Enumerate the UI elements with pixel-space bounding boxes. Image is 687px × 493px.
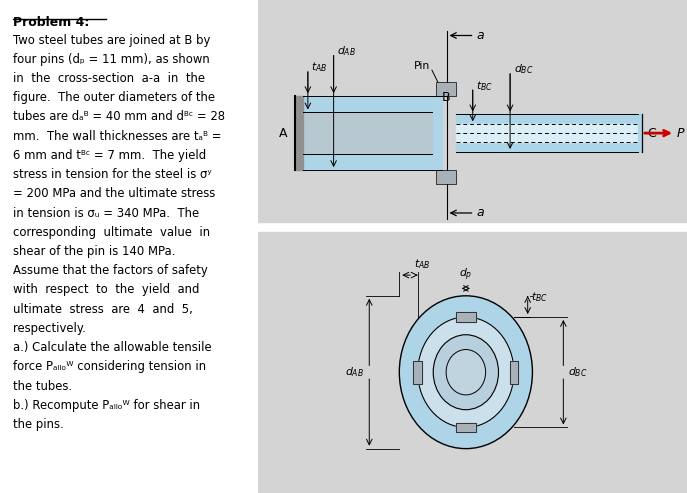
Circle shape: [446, 350, 486, 395]
Bar: [414, 361, 422, 384]
Text: $d_{AB}$: $d_{AB}$: [337, 44, 356, 58]
Text: A: A: [279, 127, 288, 140]
Bar: [456, 312, 475, 322]
Circle shape: [433, 335, 499, 410]
Text: shear of the pin is 140 MPa.: shear of the pin is 140 MPa.: [13, 245, 176, 258]
Text: $t_{BC}$: $t_{BC}$: [531, 290, 548, 304]
Text: $t_{AB}$: $t_{AB}$: [414, 257, 430, 271]
Circle shape: [399, 296, 532, 449]
Text: Two steel tubes are joined at B by: Two steel tubes are joined at B by: [13, 34, 211, 46]
Text: the pins.: the pins.: [13, 418, 64, 431]
Bar: [414, 361, 422, 384]
Text: Problem 4:: Problem 4:: [13, 16, 89, 29]
Text: in tension is σᵤ = 340 MPa.  The: in tension is σᵤ = 340 MPa. The: [13, 207, 199, 219]
Bar: [456, 423, 475, 432]
Bar: [258, 232, 687, 493]
Text: 6 mm and tᴮᶜ = 7 mm.  The yield: 6 mm and tᴮᶜ = 7 mm. The yield: [13, 149, 206, 162]
Bar: [638, 114, 642, 152]
Bar: [510, 361, 518, 384]
Text: $d_{AB}$: $d_{AB}$: [346, 365, 364, 379]
Bar: [436, 82, 456, 96]
Bar: [456, 312, 475, 322]
Text: $d_{BC}$: $d_{BC}$: [569, 365, 588, 379]
Bar: [456, 124, 638, 142]
Bar: [258, 0, 687, 222]
Text: P: P: [677, 127, 684, 140]
Text: B: B: [442, 91, 451, 104]
Text: $t_{AB}$: $t_{AB}$: [311, 61, 328, 74]
Text: respectively.: respectively.: [13, 322, 86, 335]
Text: Assume that the factors of safety: Assume that the factors of safety: [13, 264, 208, 277]
Text: Pin: Pin: [414, 61, 430, 70]
Bar: [456, 114, 638, 152]
Text: with  respect  to  the  yield  and: with respect to the yield and: [13, 283, 200, 296]
Bar: [510, 361, 518, 384]
Text: four pins (dₚ = 11 mm), as shown: four pins (dₚ = 11 mm), as shown: [13, 53, 210, 66]
Bar: [295, 96, 303, 170]
Text: mm.  The wall thicknesses are tₐᴮ =: mm. The wall thicknesses are tₐᴮ =: [13, 130, 222, 142]
Text: ultimate  stress  are  4  and  5,: ultimate stress are 4 and 5,: [13, 303, 193, 316]
Text: a: a: [477, 207, 484, 219]
Text: in  the  cross-section  a-a  in  the: in the cross-section a-a in the: [13, 72, 205, 85]
Text: figure.  The outer diameters of the: figure. The outer diameters of the: [13, 91, 215, 104]
Bar: [303, 96, 442, 170]
Text: a: a: [477, 29, 484, 42]
Text: force Pₐₗₗₒᵂ considering tension in: force Pₐₗₗₒᵂ considering tension in: [13, 360, 206, 373]
Text: = 200 MPa and the ultimate stress: = 200 MPa and the ultimate stress: [13, 187, 216, 200]
Text: tubes are dₐᴮ = 40 mm and dᴮᶜ = 28: tubes are dₐᴮ = 40 mm and dᴮᶜ = 28: [13, 110, 225, 123]
Text: $d_{BC}$: $d_{BC}$: [514, 62, 533, 76]
Text: b.) Recompute Pₐₗₗₒᵂ for shear in: b.) Recompute Pₐₗₗₒᵂ for shear in: [13, 399, 201, 412]
Bar: [303, 112, 431, 154]
Text: C: C: [647, 127, 655, 140]
Bar: [456, 423, 475, 432]
Bar: [436, 170, 456, 184]
Text: $t_{BC}$: $t_{BC}$: [476, 79, 493, 93]
Text: stress in tension for the steel is σʸ: stress in tension for the steel is σʸ: [13, 168, 212, 181]
Text: corresponding  ultimate  value  in: corresponding ultimate value in: [13, 226, 210, 239]
Text: the tubes.: the tubes.: [13, 380, 72, 392]
Circle shape: [418, 317, 514, 427]
Text: a.) Calculate the allowable tensile: a.) Calculate the allowable tensile: [13, 341, 212, 354]
Text: $d_p$: $d_p$: [459, 267, 473, 283]
